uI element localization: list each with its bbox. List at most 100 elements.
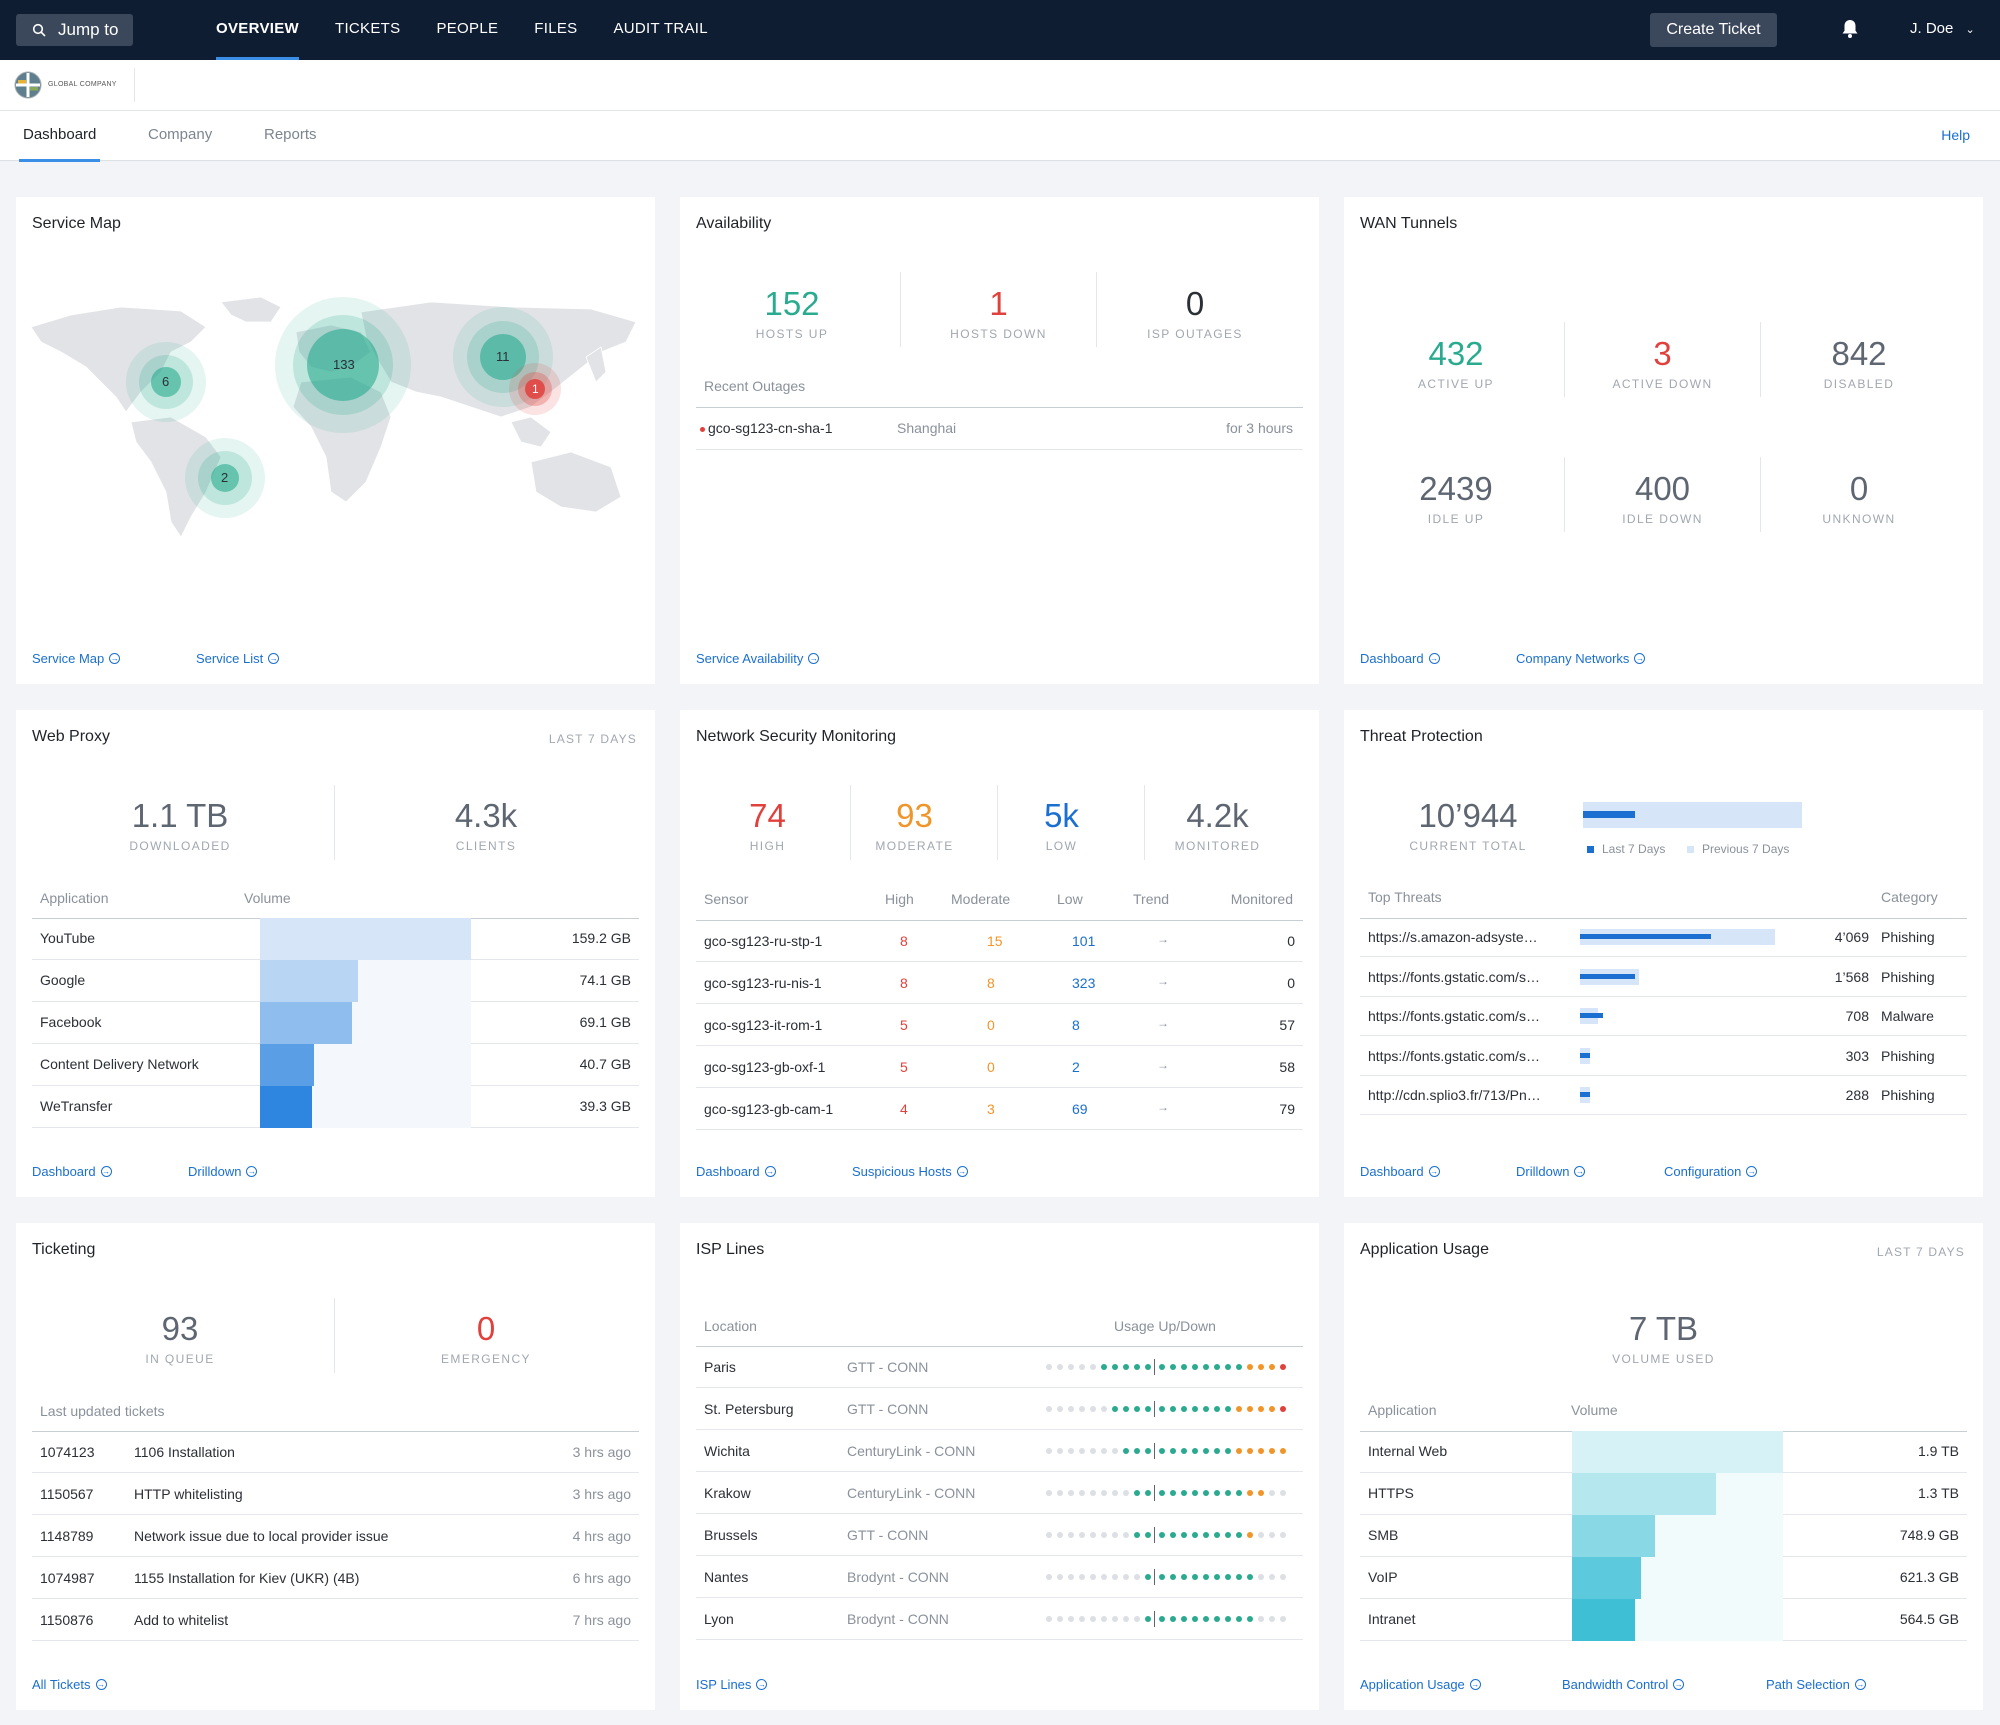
table-row[interactable]: gco-sg123-ru-nis-1 8 8 323 0 → (696, 962, 1303, 1004)
table-row[interactable]: HTTPS 1.3 TB (1360, 1473, 1967, 1515)
table-row[interactable]: VoIP 621.3 GB (1360, 1557, 1967, 1599)
table-row[interactable]: gco-sg123-it-rom-1 5 0 8 57 → (696, 1004, 1303, 1046)
table-row[interactable]: Krakow CenturyLink - CONN (696, 1472, 1303, 1514)
ticket-id: 1150876 (40, 1612, 94, 1628)
proxy-drilldown-link[interactable]: Drilldown → (188, 1164, 258, 1179)
threat-category: Phishing (1881, 968, 1935, 985)
threat-dashboard-link[interactable]: Dashboard → (1360, 1164, 1440, 1179)
app-volume: 40.7 GB (579, 1056, 631, 1072)
tab-dashboard[interactable]: Dashboard (18, 111, 101, 162)
table-row[interactable]: gco-sg123-ru-stp-1 8 15 101 0 → (696, 920, 1303, 962)
usage-dot (1090, 1364, 1096, 1370)
stat-downloaded: 1.1 TB DOWNLOADED (30, 797, 330, 853)
app-name: Intranet (1368, 1611, 1416, 1627)
table-row[interactable]: 1150567 HTTP whitelisting 3 hrs ago (32, 1473, 639, 1515)
usage-dot (1134, 1364, 1140, 1370)
col-application: Application (1368, 1402, 1437, 1418)
jump-to-label: Jump to (58, 20, 119, 39)
threat-drilldown-link[interactable]: Drilldown → (1516, 1164, 1586, 1179)
table-row[interactable]: Nantes Brodynt - CONN (696, 1556, 1303, 1598)
table-row[interactable]: Wichita CenturyLink - CONN (696, 1430, 1303, 1472)
service-list-link[interactable]: Service List → (196, 651, 280, 666)
table-row[interactable]: YouTube 159.2 GB (32, 918, 639, 960)
tab-reports[interactable]: Reports (264, 126, 317, 143)
table-row[interactable]: Facebook 69.1 GB (32, 1002, 639, 1044)
table-row[interactable]: https://fonts.gstatic.com/s… 1’568 Phishin… (1360, 958, 1967, 997)
table-row[interactable]: SMB 748.9 GB (1360, 1515, 1967, 1557)
create-ticket-button[interactable]: Create Ticket (1650, 13, 1777, 47)
usage-dot (1280, 1616, 1286, 1622)
divider (1096, 272, 1097, 347)
volume-track (260, 1002, 471, 1044)
arrow-circle-icon: → (756, 1679, 768, 1690)
proxy-dashboard-link[interactable]: Dashboard → (32, 1164, 112, 1179)
table-row[interactable]: 1074123 1106 Installation 3 hrs ago (32, 1431, 639, 1473)
outage-host[interactable]: gco-sg123-cn-sha-1 (700, 420, 833, 436)
table-row[interactable]: https://fonts.gstatic.com/s… 303 Phishing (1360, 1037, 1967, 1076)
table-row[interactable]: 1148789 Network issue due to local provid… (32, 1515, 639, 1557)
ticket-time: 6 hrs ago (572, 1570, 631, 1586)
table-row[interactable]: gco-sg123-gb-oxf-1 5 0 2 58 → (696, 1046, 1303, 1088)
nav-overview[interactable]: OVERVIEW (198, 0, 317, 60)
app-volume: 74.1 GB (579, 972, 631, 988)
world-map[interactable] (31, 297, 639, 547)
table-row[interactable]: Internal Web 1.9 TB (1360, 1431, 1967, 1473)
table-row[interactable]: Content Delivery Network 40.7 GB (32, 1044, 639, 1086)
table-row[interactable]: 1150876 Add to whitelist 7 hrs ago (32, 1599, 639, 1641)
table-row[interactable]: St. Petersburg GTT - CONN (696, 1388, 1303, 1430)
cluster-label-11[interactable]: 11 (496, 349, 510, 364)
nav-people[interactable]: PEOPLE (436, 20, 499, 37)
volume-track (260, 1086, 471, 1128)
nav-tickets[interactable]: TICKETS (334, 20, 401, 37)
table-row[interactable]: gco-sg123-gb-cam-1 4 3 69 79 → (696, 1088, 1303, 1130)
application-usage-link[interactable]: Application Usage → (1360, 1677, 1481, 1692)
table-row[interactable]: WeTransfer 39.3 GB (32, 1086, 639, 1128)
cluster-label-6[interactable]: 6 (162, 374, 170, 389)
tab-company[interactable]: Company (148, 126, 213, 143)
help-link[interactable]: Help (1941, 127, 1970, 143)
ticket-title: Add to whitelist (134, 1612, 229, 1628)
stat-label: IDLE DOWN (1622, 512, 1703, 526)
cluster-label-1[interactable]: 1 (532, 382, 539, 396)
suspicious-hosts-link[interactable]: Suspicious Hosts → (852, 1164, 968, 1179)
usage-dot (1079, 1406, 1085, 1412)
table-row[interactable]: Google 74.1 GB (32, 960, 639, 1002)
nsm-dashboard-link[interactable]: Dashboard → (696, 1164, 776, 1179)
user-menu[interactable]: J. Doe ⌄ (1910, 20, 1975, 37)
isp-lines-link[interactable]: ISP Lines → (696, 1677, 768, 1692)
bell-icon[interactable] (1840, 18, 1860, 40)
table-row[interactable]: Brussels GTT - CONN (696, 1514, 1303, 1556)
service-availability-link[interactable]: Service Availability → (696, 651, 820, 666)
threat-configuration-link[interactable]: Configuration → (1664, 1164, 1758, 1179)
wan-dashboard-link[interactable]: Dashboard → (1360, 651, 1440, 666)
table-row[interactable]: Paris GTT - CONN (696, 1346, 1303, 1388)
usage-dot (1112, 1448, 1118, 1454)
app-volume: 1.3 TB (1918, 1485, 1959, 1501)
volume-track (1572, 1473, 1783, 1515)
all-tickets-link[interactable]: All Tickets → (32, 1677, 107, 1692)
usage-dot (1214, 1532, 1220, 1538)
bandwidth-control-link[interactable]: Bandwidth Control → (1562, 1677, 1685, 1692)
cluster-label-133[interactable]: 133 (333, 357, 355, 372)
usage-dot (1269, 1406, 1275, 1412)
table-row[interactable]: Lyon Brodynt - CONN (696, 1598, 1303, 1640)
nav-files[interactable]: FILES (534, 20, 578, 37)
jump-to-button[interactable]: Jump to (16, 14, 133, 46)
service-map-link[interactable]: Service Map → (32, 651, 121, 666)
table-row[interactable]: 1074987 1155 Installation for Kiev (UKR) … (32, 1557, 639, 1599)
service-availability-link-label: Service Availability (696, 651, 804, 666)
path-selection-link[interactable]: Path Selection → (1766, 1677, 1866, 1692)
volume-bar (260, 1086, 313, 1128)
recent-outages-label: Recent Outages (704, 378, 806, 394)
cluster-label-2[interactable]: 2 (221, 470, 229, 485)
table-row[interactable]: https://s.amazon-adsyste… 4’069 Phishing (1360, 918, 1967, 957)
table-row[interactable]: Intranet 564.5 GB (1360, 1599, 1967, 1641)
divider (32, 1431, 639, 1432)
usage-dot (1170, 1490, 1176, 1496)
nav-audit-trail[interactable]: AUDIT TRAIL (613, 20, 708, 37)
company-networks-link[interactable]: Company Networks → (1516, 651, 1646, 666)
table-row[interactable]: https://fonts.gstatic.com/s… 708 Malware (1360, 997, 1967, 1036)
usage-dot (1134, 1490, 1140, 1496)
table-row[interactable]: http://cdn.splio3.fr/713/Pn… 288 Phishing (1360, 1076, 1967, 1115)
wan-dashboard-link-label: Dashboard (1360, 651, 1424, 666)
